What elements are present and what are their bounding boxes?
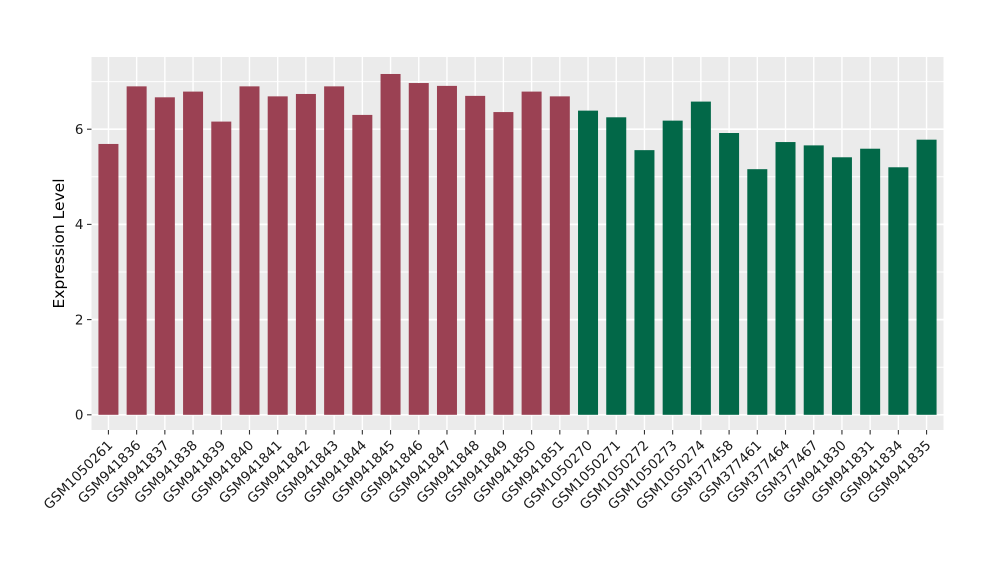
bar-GSM941849 [493,112,514,415]
bar-GSM941850 [521,91,542,415]
bar-GSM941851 [549,96,570,415]
bar-GSM1050271 [606,117,627,415]
bar-GSM941830 [831,157,852,415]
y-tick-label: 0 [75,408,84,424]
bar-GSM1050273 [662,120,683,415]
bar-GSM941848 [465,95,486,415]
bar-GSM941831 [860,148,881,415]
bar-GSM377467 [803,145,824,415]
bar-GSM941837 [154,97,175,415]
bar-GSM941838 [183,91,204,415]
bar-GSM1050272 [634,150,655,415]
bar-GSM941836 [126,86,147,415]
bar-GSM941847 [436,85,457,415]
y-axis-title: Expression Level [50,179,68,309]
bar-GSM941842 [295,93,316,415]
bar-GSM1050261 [98,143,119,415]
bar-GSM941839 [211,121,232,415]
bar-GSM377458 [719,133,740,415]
bar-GSM941834 [888,167,909,415]
bar-GSM941841 [267,96,288,415]
bar-GSM941846 [408,83,429,415]
y-tick-label: 4 [75,217,84,233]
bar-GSM1050270 [578,110,599,415]
plot-panel [91,57,944,430]
bar-GSM941843 [324,86,345,415]
bar-GSM377464 [775,142,796,415]
y-tick-label: 2 [75,312,84,328]
bar-GSM941840 [239,86,260,415]
bar-GSM377461 [747,169,768,415]
bar-GSM941844 [352,114,373,415]
y-tick-label: 6 [75,122,84,138]
bar-GSM941845 [380,73,401,415]
bar-GSM1050274 [690,101,711,415]
bar-GSM941835 [916,139,937,415]
